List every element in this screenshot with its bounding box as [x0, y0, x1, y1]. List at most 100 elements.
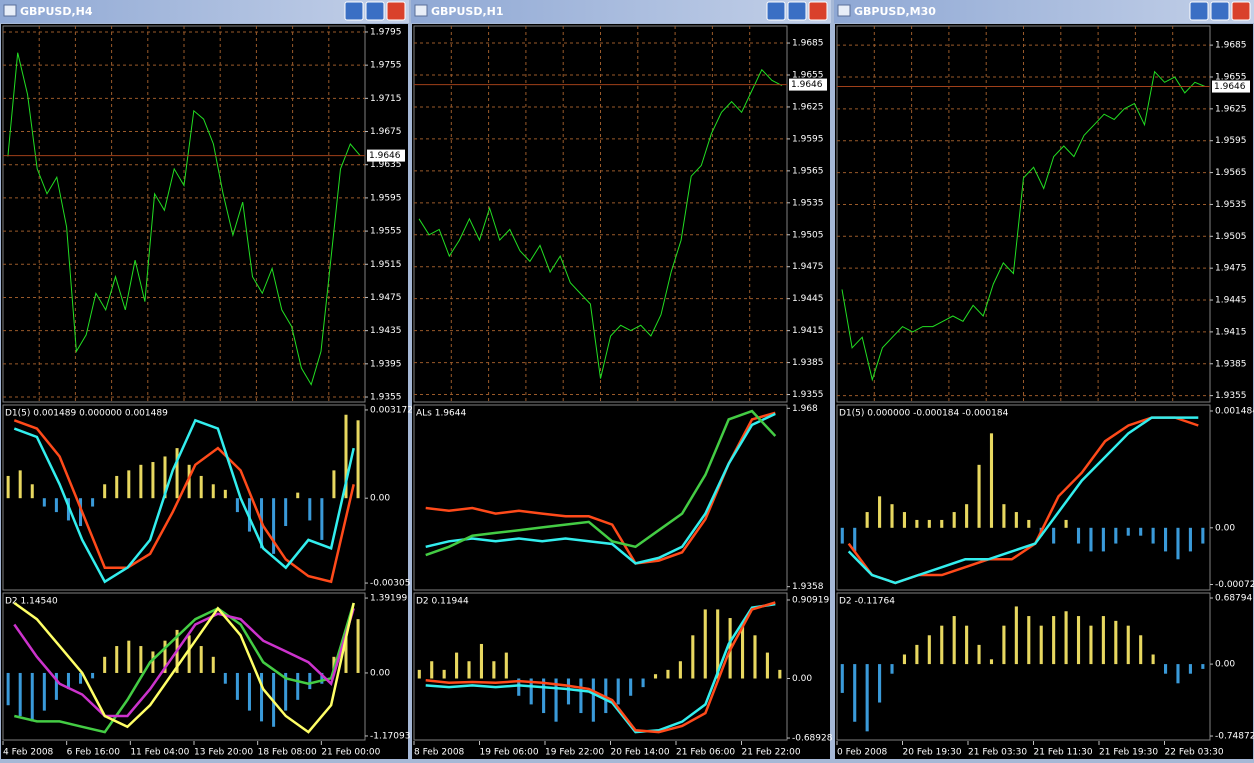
- histogram-bar: [151, 651, 155, 673]
- minimize-button[interactable]: [1189, 1, 1209, 21]
- chart-area: [1, 24, 408, 759]
- window-title: GBPUSD,H4: [20, 5, 93, 18]
- close-button[interactable]: [808, 1, 828, 21]
- histogram-bar: [127, 470, 131, 499]
- histogram-bar: [42, 498, 46, 507]
- histogram-bar: [18, 470, 22, 499]
- histogram-bar: [308, 498, 312, 521]
- histogram-bar: [187, 464, 191, 499]
- histogram-bar: [778, 669, 782, 679]
- title-bar: [411, 0, 831, 23]
- y-tick-label: 1.9635: [370, 160, 402, 170]
- time-label: 22 Feb 03:30: [1165, 748, 1224, 758]
- y-tick-label: 0.00: [1215, 660, 1235, 670]
- indicator-line: [13, 419, 355, 584]
- histogram-bar: [1014, 606, 1018, 665]
- title-bar: [0, 0, 409, 23]
- indicator-label: D2 -0.11764: [839, 597, 895, 607]
- maximize-button[interactable]: [365, 1, 385, 21]
- histogram-bar: [765, 652, 769, 679]
- minimize-button[interactable]: [766, 1, 786, 21]
- histogram-bar: [989, 659, 994, 665]
- histogram-bar: [1101, 527, 1105, 552]
- y-tick-label: -1.17093: [370, 731, 410, 741]
- indicator-line: [14, 602, 355, 734]
- maximize-button[interactable]: [787, 1, 807, 21]
- y-tick-label: 1.9395: [370, 359, 402, 369]
- histogram-bar: [1002, 625, 1006, 665]
- histogram-bar: [641, 678, 645, 688]
- histogram-bar: [902, 512, 907, 528]
- histogram-bar: [840, 527, 844, 544]
- histogram-bar: [927, 635, 931, 665]
- histogram-bar: [517, 678, 521, 696]
- panel-frame: [413, 404, 788, 591]
- window-icon: [837, 4, 851, 17]
- histogram-bar: [1176, 527, 1180, 560]
- histogram-bar: [1126, 625, 1130, 665]
- y-tick-label: 1.9355: [1215, 391, 1247, 401]
- y-tick-label: 1.9358: [792, 582, 824, 592]
- y-tick-label: 1.9595: [370, 193, 402, 203]
- histogram-bar: [1163, 664, 1168, 674]
- indicator-label: D2 0.11944: [416, 597, 469, 607]
- histogram-bar: [66, 672, 70, 690]
- y-tick-label: 1.9535: [792, 198, 824, 208]
- histogram-bar: [79, 672, 83, 684]
- y-tick-label: 0.90919: [792, 595, 829, 605]
- y-tick-label: 0.00: [792, 674, 812, 684]
- current-price-box: [367, 149, 405, 162]
- histogram-bar: [42, 672, 46, 711]
- histogram-bar: [54, 498, 58, 513]
- histogram-bar: [566, 678, 571, 705]
- panel-frame: [836, 404, 1211, 591]
- y-tick-label: -0.68928: [792, 734, 833, 744]
- histogram-bar: [853, 527, 857, 552]
- histogram-bar: [356, 420, 360, 499]
- histogram-bar: [115, 475, 119, 499]
- close-button[interactable]: [1231, 1, 1251, 21]
- histogram-bar: [127, 640, 131, 673]
- histogram-bar: [308, 672, 312, 690]
- indicator-line: [425, 601, 776, 734]
- histogram-bar: [1201, 527, 1205, 544]
- histogram-bar: [940, 519, 944, 528]
- y-tick-label: 1.9385: [792, 358, 824, 368]
- current-price-label: 1.9646: [791, 80, 823, 90]
- histogram-bar: [417, 669, 421, 679]
- histogram-bar: [18, 672, 22, 717]
- histogram-bar: [965, 504, 969, 528]
- histogram-bar: [1151, 527, 1155, 544]
- y-tick-label: 0.00: [370, 494, 390, 504]
- histogram-bar: [296, 492, 300, 499]
- histogram-bar: [989, 433, 994, 528]
- histogram-bar: [442, 669, 446, 679]
- histogram-bar: [223, 672, 227, 684]
- histogram-bar: [1052, 527, 1056, 544]
- histogram-bar: [1076, 527, 1081, 544]
- current-price-label: 1.9646: [1214, 82, 1246, 92]
- y-tick-label: 1.9675: [370, 127, 402, 137]
- close-button[interactable]: [386, 1, 406, 21]
- histogram-bar: [79, 498, 83, 527]
- histogram-bar: [467, 661, 471, 679]
- y-tick-label: 1.9475: [792, 262, 824, 272]
- histogram-bar: [1089, 625, 1093, 665]
- histogram-bar: [492, 661, 496, 679]
- window-icon: [414, 4, 428, 17]
- histogram-bar: [1188, 664, 1192, 674]
- indicator-line: [847, 416, 1199, 585]
- histogram-bar: [1014, 512, 1018, 528]
- y-tick-label: 1.9625: [1215, 104, 1247, 114]
- maximize-button[interactable]: [1210, 1, 1230, 21]
- histogram-bar: [878, 664, 882, 703]
- histogram-bar: [1114, 527, 1118, 544]
- minimize-button[interactable]: [344, 1, 364, 21]
- y-tick-label: 0.68794: [1215, 594, 1252, 604]
- time-label: 18 Feb 08:00: [258, 748, 317, 758]
- histogram-bar: [30, 672, 34, 722]
- histogram-bar: [211, 656, 215, 673]
- indicator-line: [13, 608, 355, 718]
- y-tick-label: 0.00: [370, 668, 390, 678]
- price-line: [418, 68, 783, 379]
